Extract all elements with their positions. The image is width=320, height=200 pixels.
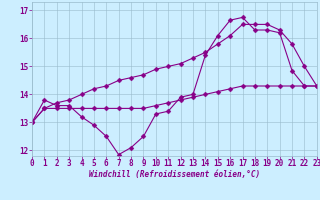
X-axis label: Windchill (Refroidissement éolien,°C): Windchill (Refroidissement éolien,°C): [89, 170, 260, 179]
